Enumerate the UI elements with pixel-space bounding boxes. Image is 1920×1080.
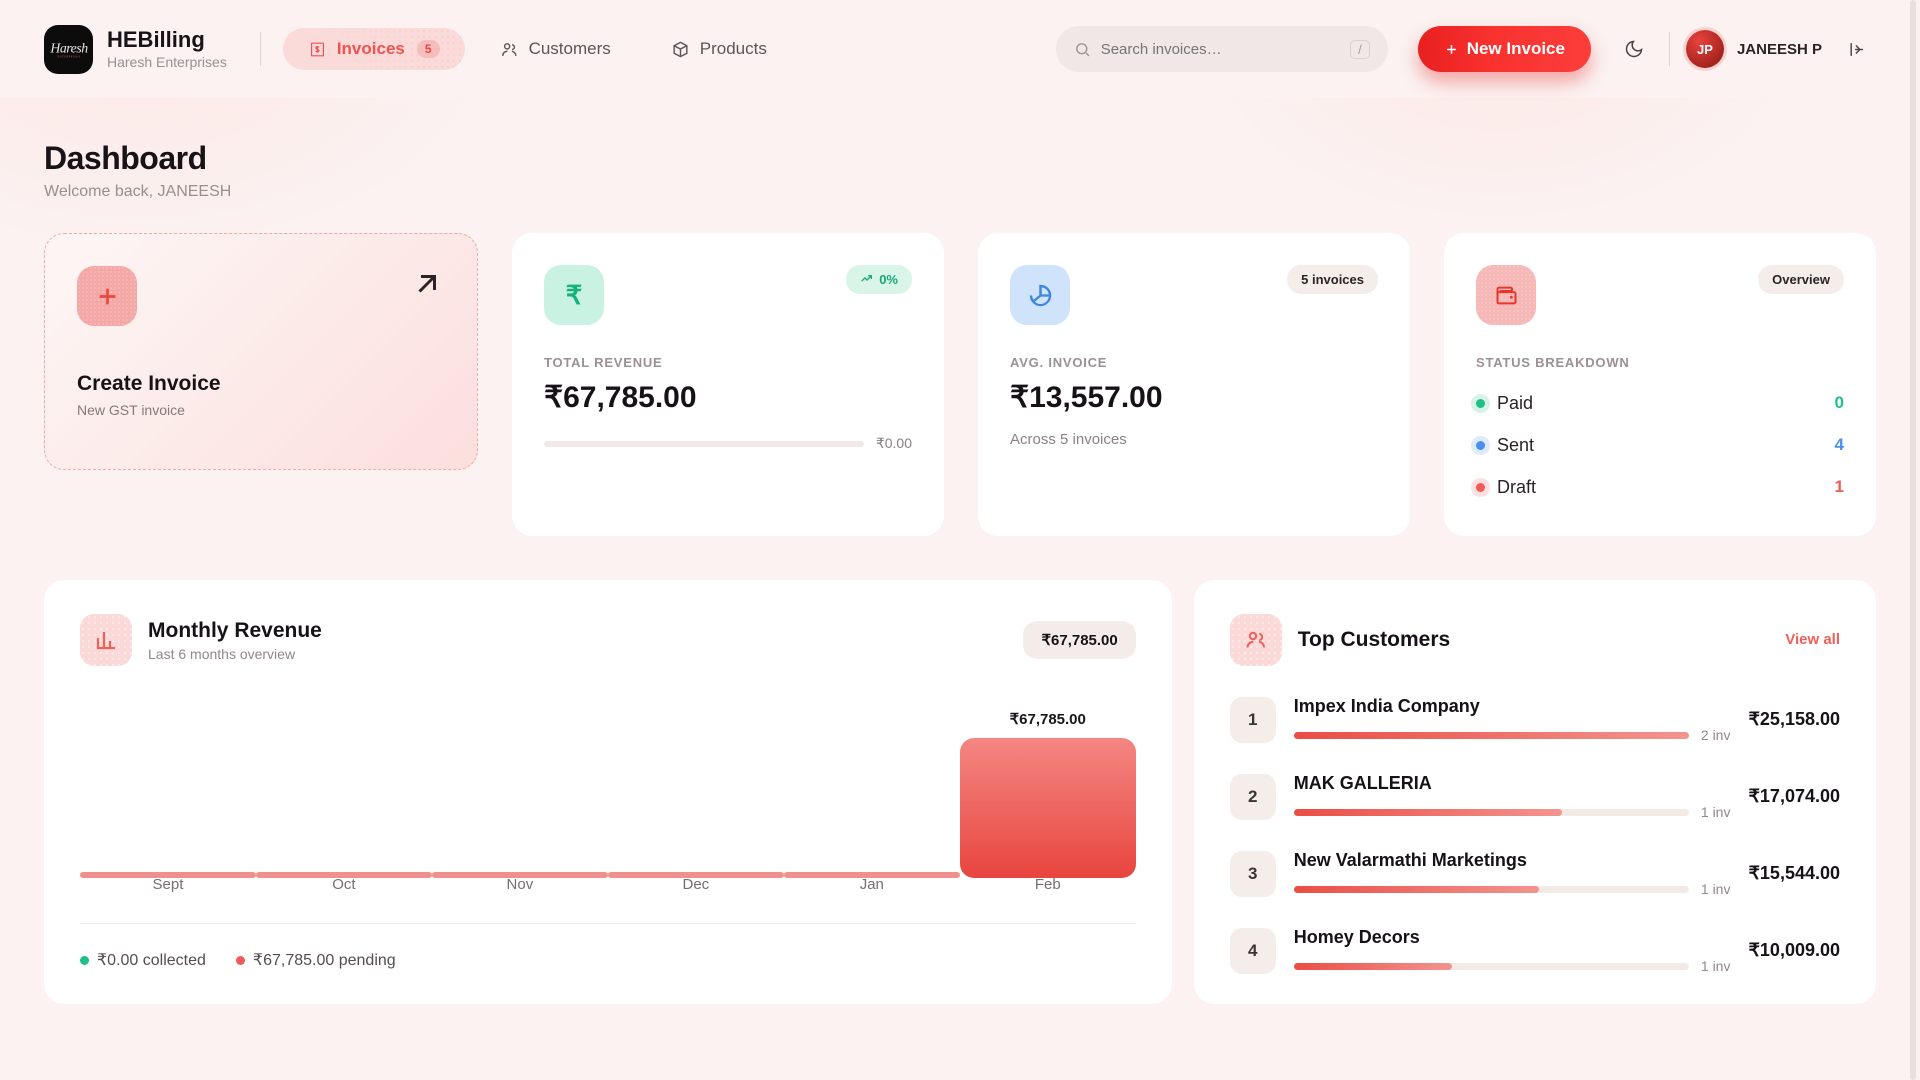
svg-text:ENTERPRISES: ENTERPRISES (57, 55, 80, 58)
svg-text:Haresh: Haresh (49, 41, 88, 56)
